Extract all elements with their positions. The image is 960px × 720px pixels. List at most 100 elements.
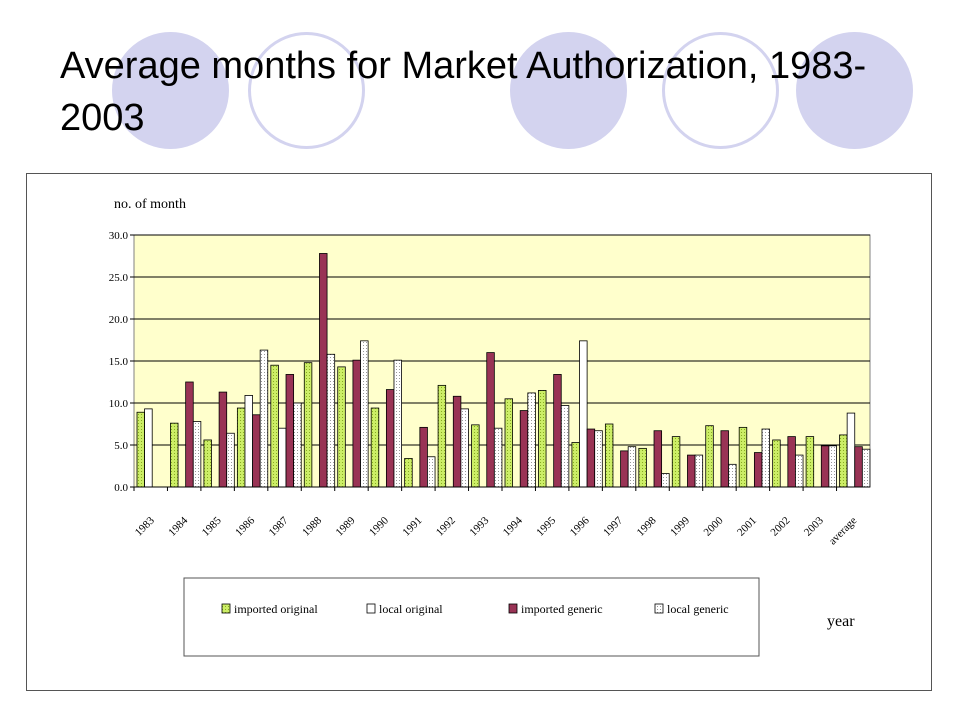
y-tick-label: 25.0 xyxy=(109,272,129,284)
bar-local-original-1983 xyxy=(144,408,153,488)
bar-imported-generic-2000 xyxy=(720,430,729,488)
bar-imported-original-1994 xyxy=(504,398,513,488)
bar-local-generic-1986 xyxy=(259,349,269,488)
y-tick-label: 5.0 xyxy=(114,440,128,452)
x-tick-label: 1998 xyxy=(635,514,659,538)
legend-label: imported generic xyxy=(521,602,603,616)
bar-imported-generic-1994 xyxy=(519,410,529,488)
y-tick-label: 15.0 xyxy=(109,356,129,368)
bar-imported-generic-1990 xyxy=(385,389,395,488)
y-tick-label: 0.0 xyxy=(114,482,128,494)
bar-local-generic-2003 xyxy=(828,445,837,488)
bar-imported-generic-1984 xyxy=(185,381,194,488)
y-axis: 0.0 5.0 10.0 15.0 20.0 25.0 30.0 xyxy=(109,230,134,494)
bar-local-generic-1992 xyxy=(460,408,469,488)
bar-imported-original-1987 xyxy=(270,364,279,488)
y-tick-label: 10.0 xyxy=(109,398,129,410)
bar-local-generic-1988 xyxy=(326,353,336,488)
bar-imported-generic-1985 xyxy=(218,391,228,488)
x-tick-label: 1993 xyxy=(467,514,491,538)
legend-label: local generic xyxy=(667,602,729,616)
bar-local-original-1986 xyxy=(244,395,253,488)
bar-imported-original-1988 xyxy=(303,362,313,488)
bar-local-original-1996 xyxy=(579,340,588,488)
x-tick-label: 2002 xyxy=(768,515,792,539)
y-tick-label: 20.0 xyxy=(109,314,129,326)
bar-local-generic-1999 xyxy=(694,454,704,488)
legend-swatch xyxy=(654,603,664,614)
bar-imported-original-average xyxy=(839,434,848,488)
legend-box xyxy=(183,577,760,657)
x-tick-label: 1989 xyxy=(334,514,358,538)
y-axis-label: no. of month xyxy=(114,197,186,212)
bar-local-generic-1990 xyxy=(393,359,402,488)
decorative-circle-1 xyxy=(112,32,229,149)
x-tick-label: 1987 xyxy=(267,514,291,538)
y-tick-label: 30.0 xyxy=(109,230,129,242)
bar-local-generic-1995 xyxy=(560,405,570,488)
bar-imported-generic-2002 xyxy=(787,436,796,488)
bar-local-generic-1994 xyxy=(527,392,536,488)
bar-imported-generic-1999 xyxy=(687,454,696,488)
bar-imported-generic-1991 xyxy=(419,426,428,488)
bar-imported-original-1989 xyxy=(337,366,346,488)
x-tick-label: 1999 xyxy=(668,514,692,538)
bar-local-generic-1996 xyxy=(594,430,603,488)
bar-imported-original-1983 xyxy=(136,411,145,488)
bar-imported-generic-1996 xyxy=(586,428,596,488)
bar-imported-generic-1986 xyxy=(252,414,261,488)
bar-local-generic-1985 xyxy=(226,432,235,488)
x-tick-label: 1995 xyxy=(534,514,558,538)
bar-local-generic-1997 xyxy=(627,446,637,488)
x-tick-label: 1988 xyxy=(300,514,324,538)
x-tick-label: 1990 xyxy=(367,514,391,538)
bar-imported-generic-1998 xyxy=(653,430,663,488)
decorative-ring-2 xyxy=(662,32,779,149)
bar-imported-original-1984 xyxy=(170,422,179,488)
bar-local-generic-2000 xyxy=(728,463,737,488)
bar-local-generic-1989 xyxy=(360,340,369,488)
bar-imported-original-1990 xyxy=(370,407,380,488)
bar-imported-generic-2003 xyxy=(820,445,830,488)
bar-imported-generic-1992 xyxy=(452,395,462,488)
bar-imported-generic-1988 xyxy=(319,253,328,488)
bar-imported-original-1996 xyxy=(571,442,580,488)
bar-local-generic-1987 xyxy=(293,402,302,488)
bar-imported-original-2000 xyxy=(705,425,714,488)
x-tick-label: 2001 xyxy=(735,515,759,539)
bar-imported-original-1991 xyxy=(404,458,413,488)
bar-local-original-average xyxy=(846,412,856,488)
bar-imported-generic-average xyxy=(854,446,863,488)
legend-swatch xyxy=(366,603,376,614)
x-axis-label: year xyxy=(827,613,855,630)
bar-imported-generic-1995 xyxy=(553,374,562,488)
x-tick-label: 1997 xyxy=(601,514,625,538)
x-tick-label: average xyxy=(827,515,860,548)
chart-frame: 0.0 5.0 10.0 15.0 20.0 25.0 30.0 1983 1984 1985 1… xyxy=(26,173,932,691)
x-tick-label: 2000 xyxy=(702,514,726,538)
x-tick-label: 1996 xyxy=(568,514,592,538)
x-tick-label: 1994 xyxy=(501,514,525,538)
bar-local-generic-1991 xyxy=(427,456,436,488)
bar-imported-original-1993 xyxy=(471,424,480,488)
legend-swatch xyxy=(508,603,518,614)
bar-local-generic-1984 xyxy=(192,421,202,488)
legend: imported original local original imported … xyxy=(221,602,729,616)
x-axis: 1983 1984 1985 1986 1987 1988 1989 1990 1991 1992… xyxy=(133,486,870,548)
x-tick-label: 1983 xyxy=(133,514,157,538)
bar-local-generic-1998 xyxy=(661,473,670,488)
decorative-circle-2 xyxy=(510,32,627,149)
bar-chart: 0.05.010.015.020.025.030.0 1983 1984 1985 1… xyxy=(109,197,871,657)
x-tick-label: 1985 xyxy=(200,514,224,538)
bar-imported-original-1992 xyxy=(437,384,447,488)
bar-local-generic-1993 xyxy=(493,427,503,488)
bar-local-generic-2002 xyxy=(795,454,804,488)
bar-imported-original-1995 xyxy=(538,389,547,488)
bar-imported-original-1997 xyxy=(604,423,614,488)
bar-imported-original-1998 xyxy=(638,447,647,488)
legend-label: imported original xyxy=(234,602,318,616)
bar-imported-generic-1987 xyxy=(285,374,295,488)
bar-imported-original-1985 xyxy=(203,439,212,488)
bar-imported-generic-2001 xyxy=(753,452,763,488)
bar-local-generic-2001 xyxy=(761,428,770,488)
